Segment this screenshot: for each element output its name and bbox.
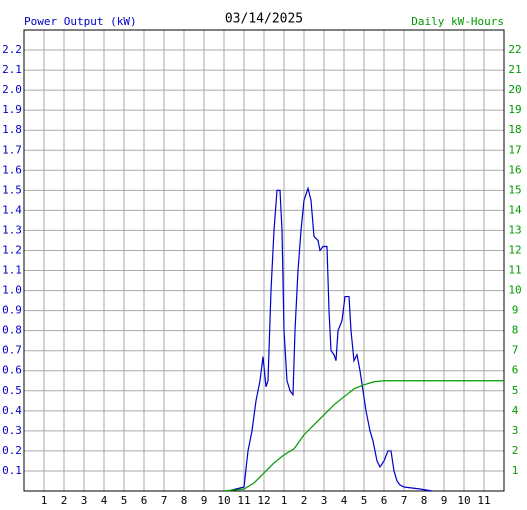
y-tick-label: 0.4 [2,404,22,417]
y-tick-label: 1.2 [2,243,22,256]
y2-tick-label: 11 [508,264,521,277]
x-tick-label: 6 [141,494,148,507]
y2-tick-label: 1 [512,464,519,477]
x-tick-label: 4 [101,494,108,507]
x-tick-label: 8 [421,494,428,507]
x-tick-label: 9 [441,494,448,507]
y-tick-label: 0.1 [2,464,22,477]
y-tick-label: 1.5 [2,183,22,196]
y2-tick-label: 15 [508,183,521,196]
x-tick-label: 3 [81,494,88,507]
y2-tick-label: 3 [512,424,519,437]
y-tick-label: 0.3 [2,424,22,437]
x-tick-label: 2 [301,494,308,507]
y2-tick-label: 7 [512,344,519,357]
x-tick-label: 7 [401,494,408,507]
x-tick-label: 7 [161,494,168,507]
x-tick-label: 9 [201,494,208,507]
x-tick-label: 5 [121,494,128,507]
y2-tick-label: 14 [508,203,522,216]
x-tick-label: 4 [341,494,348,507]
y2-tick-label: 21 [508,63,521,76]
y-tick-label: 0.6 [2,364,22,377]
x-tick-label: 12 [257,494,270,507]
y-tick-label: 1.9 [2,103,22,116]
x-tick-label: 2 [61,494,68,507]
y-tick-label: 2.0 [2,83,22,96]
y2-tick-label: 22 [508,43,521,56]
y-tick-label: 0.7 [2,344,22,357]
x-tick-label: 5 [361,494,368,507]
y-tick-label: 1.0 [2,284,22,297]
y2-tick-label: 9 [512,304,519,317]
x-tick-label: 10 [457,494,470,507]
y-tick-label: 1.1 [2,264,22,277]
y-tick-label: 1.7 [2,143,22,156]
y2-tick-label: 17 [508,143,521,156]
y2-tick-label: 5 [512,384,519,397]
y-axis-label: Power Output (kW) [24,15,137,28]
y2-tick-label: 2 [512,444,519,457]
y2-tick-label: 16 [508,163,521,176]
x-tick-label: 11 [237,494,250,507]
y-tick-label: 0.5 [2,384,22,397]
data-line [223,380,504,492]
plot-border [23,29,505,492]
y-tick-label: 2.2 [2,43,22,56]
x-tick-label: 1 [281,494,288,507]
x-tick-label: 3 [321,494,328,507]
y2-tick-label: 19 [508,103,521,116]
x-tick-label: 11 [477,494,490,507]
y2-tick-label: 6 [512,364,519,377]
y-tick-label: 1.4 [2,203,22,216]
y2-tick-label: 20 [508,83,521,96]
y-tick-label: 0.8 [2,324,22,337]
y2-tick-label: 8 [512,324,519,337]
y-tick-label: 0.2 [2,444,22,457]
x-tick-label: 6 [381,494,388,507]
y2-tick-label: 12 [508,243,521,256]
y-tick-label: 1.3 [2,223,22,236]
y2-tick-label: 18 [508,123,521,136]
y2-tick-label: 4 [512,404,519,417]
y2-tick-label: 10 [508,284,521,297]
chart-title: 03/14/2025 [225,12,303,27]
y-tick-label: 2.1 [2,63,22,76]
y-tick-label: 0.9 [2,304,22,317]
data-line [224,186,433,492]
x-tick-label: 8 [181,494,188,507]
y2-tick-label: 13 [508,223,521,236]
y-tick-label: 1.6 [2,163,22,176]
y2-axis-label: Daily kW-Hours [411,15,504,28]
x-tick-label: 10 [217,494,230,507]
x-tick-label: 1 [41,494,48,507]
y-tick-label: 1.8 [2,123,22,136]
